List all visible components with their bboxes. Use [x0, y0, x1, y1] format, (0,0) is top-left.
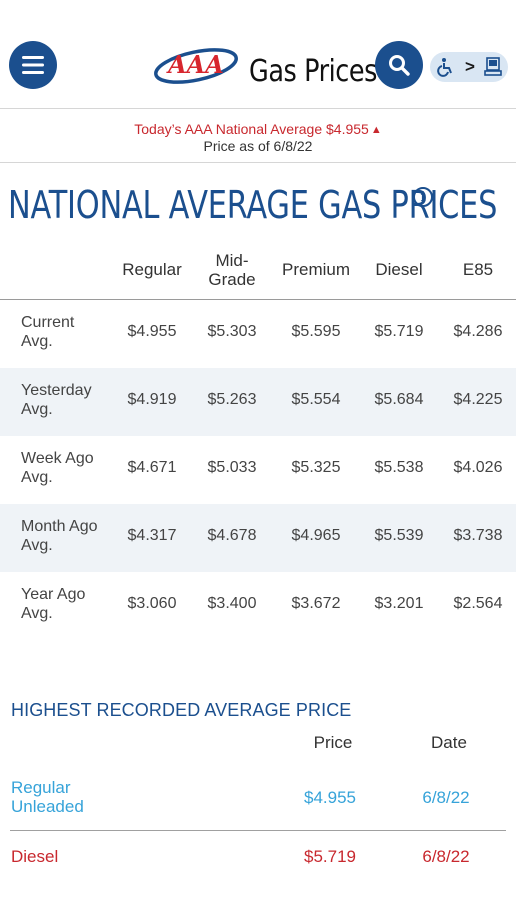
kiosk-icon	[484, 57, 502, 76]
highest-price-regular: $4.955	[304, 788, 356, 807]
price-cell: $4.286	[453, 323, 503, 340]
row-label: Current Avg.	[21, 314, 75, 350]
search-button[interactable]	[375, 41, 423, 89]
table-row: Yesterday Avg. $4.919 $5.263 $5.554 $5.6…	[0, 368, 516, 436]
menu-button[interactable]	[9, 41, 57, 89]
accessibility-button[interactable]: >	[430, 52, 508, 82]
price-cell: $5.303	[207, 323, 257, 340]
price-cell: $5.033	[207, 459, 257, 476]
column-header-regular: Regular	[122, 260, 182, 279]
price-cell: $3.672	[291, 595, 341, 612]
highest-row-label-diesel: Diesel	[11, 847, 59, 866]
column-header-price: Price	[313, 733, 353, 752]
price-cell: $4.678	[207, 527, 257, 544]
price-cell: $4.026	[453, 459, 503, 476]
row-label: Week Ago Avg.	[21, 450, 94, 486]
price-cell: $4.955	[127, 323, 177, 340]
divider	[10, 830, 506, 831]
table-row: Year Ago Avg. $3.060 $3.400 $3.672 $3.20…	[0, 572, 516, 640]
column-header-e85: E85	[462, 260, 494, 279]
price-cell: $3.201	[374, 595, 424, 612]
price-cell: $4.671	[127, 459, 177, 476]
hamburger-icon	[22, 56, 44, 74]
price-cell: $4.919	[127, 391, 177, 408]
trend-up-icon: ▲	[370, 124, 382, 136]
price-cell: $5.538	[374, 459, 424, 476]
highest-recorded-title: HIGHEST RECORDED AVERAGE PRICE	[11, 700, 352, 720]
table-row: Current Avg. $4.955 $5.303 $5.595 $5.719…	[0, 300, 516, 368]
price-cell: $3.400	[207, 595, 257, 612]
page-header-title: Gas Prices	[249, 54, 378, 89]
price-cell: $4.965	[291, 527, 341, 544]
search-icon	[389, 55, 410, 76]
column-header-premium: Premium	[281, 260, 350, 279]
aaa-logo[interactable]: AAA	[152, 38, 240, 94]
row-label: Year Ago Avg.	[21, 586, 86, 622]
national-average-banner: Today’s AAA National Average $4.955 ▲ Pri…	[0, 110, 516, 163]
price-cell: $5.263	[207, 391, 257, 408]
column-header-diesel: Diesel	[375, 260, 423, 279]
column-header-date: Date	[431, 733, 467, 752]
price-cell: $2.564	[453, 595, 503, 612]
price-cell: $5.554	[291, 391, 341, 408]
price-cell: $5.595	[291, 323, 341, 340]
table-row: Week Ago Avg. $4.671 $5.033 $5.325 $5.53…	[0, 436, 516, 504]
price-cell: $3.060	[127, 595, 177, 612]
price-cell: $3.738	[453, 527, 503, 544]
price-cell: $4.225	[453, 391, 503, 408]
svg-text:AAA: AAA	[166, 50, 224, 79]
price-cell: $5.539	[374, 527, 424, 544]
info-icon[interactable]: i	[413, 187, 433, 207]
highest-date-diesel: 6/8/22	[422, 847, 470, 866]
table-divider	[0, 299, 516, 300]
highest-date-regular: 6/8/22	[422, 788, 470, 807]
site-header: AAA Gas Prices >	[0, 0, 516, 109]
national-average-link[interactable]: Today’s AAA National Average $4.955	[134, 121, 369, 137]
price-cell: $5.684	[374, 391, 424, 408]
price-cell: $5.719	[374, 323, 424, 340]
row-label: Month Ago Avg.	[21, 518, 98, 554]
price-as-of: Price as of 6/8/22	[203, 138, 313, 154]
price-cell: $5.325	[291, 459, 341, 476]
column-header-mid-grade: Mid-Grade	[208, 251, 256, 289]
row-label: Yesterday Avg.	[21, 382, 92, 418]
highest-price-diesel: $5.719	[304, 847, 356, 866]
price-cell: $4.317	[127, 527, 177, 544]
chevron-right-icon: >	[465, 57, 475, 76]
wheelchair-icon	[437, 58, 452, 77]
highest-row-label-regular: Regular Unleaded	[11, 778, 84, 816]
table-row: Month Ago Avg. $4.317 $4.678 $4.965 $5.5…	[0, 504, 516, 572]
